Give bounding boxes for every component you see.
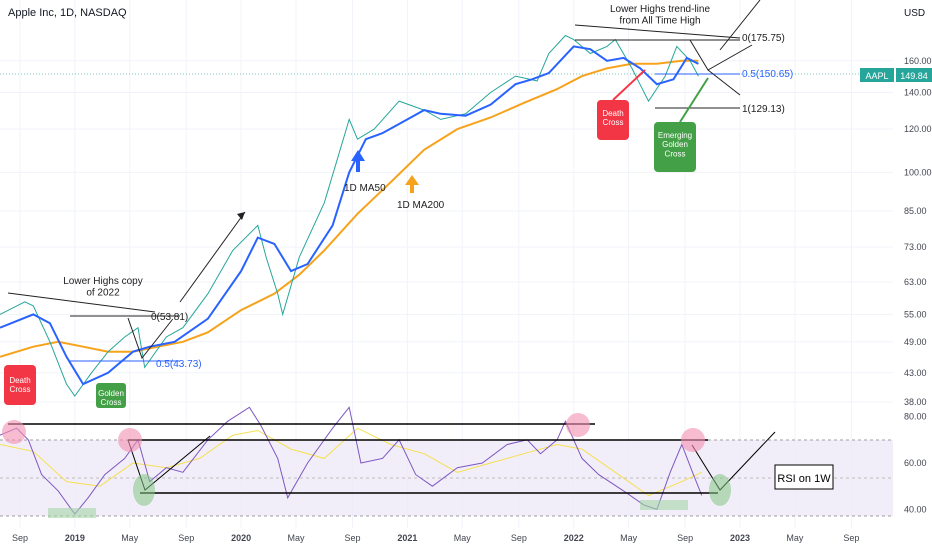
rsi-low-zone: [640, 500, 688, 510]
time-tick-label: Sep: [843, 533, 859, 543]
left-zigzag: [127, 317, 173, 360]
time-tick-label: May: [121, 533, 139, 543]
rsi-top-marker: [681, 428, 705, 452]
lower-highs-ath-label: Lower Highs trend-line from All Time High: [610, 4, 710, 27]
rsi-on-1w-label: RSI on 1W: [777, 473, 831, 485]
rsi-tick-label: 60.00: [904, 458, 927, 468]
ma200-arrow-icon: [405, 175, 419, 185]
time-tick-label: Sep: [178, 533, 194, 543]
ma50-line: [0, 45, 699, 386]
rsi-ma-line: [0, 427, 703, 497]
fib-right-1-label: 1(129.13): [742, 104, 785, 115]
rsi-bottom-marker: [709, 474, 731, 506]
ma50-arrow-icon: [351, 150, 365, 161]
fib-left-0-label: 0(53.81): [151, 312, 188, 323]
right-projection-line[interactable]: [719, 0, 761, 51]
price-tick-label: 38.00: [904, 397, 927, 407]
time-tick-label: 2023: [730, 533, 750, 543]
rsi-on-1w-box[interactable]: RSI on 1W: [774, 464, 834, 490]
price-axis-panel[interactable]: [893, 0, 932, 550]
fib-right-05-label: 0.5(150.65): [742, 69, 793, 80]
death-cross-pointer: [612, 69, 646, 101]
price-tick-label: 43.00: [904, 368, 927, 378]
time-tick-label: 2019: [65, 533, 85, 543]
ma200-line: [0, 59, 699, 358]
rsi-top-marker: [118, 428, 142, 452]
rsi-bottom-marker: [133, 474, 155, 506]
rsi-top-marker: [566, 413, 590, 437]
price-tick-label: 49.00: [904, 337, 927, 347]
right-zigzag-up[interactable]: [689, 39, 753, 71]
time-tick-label: May: [620, 533, 638, 543]
time-tick-label: May: [454, 533, 472, 543]
emerging-golden-cross-label: Emerging Golden Cross: [658, 131, 692, 158]
fib-right-0-label: 0(175.75): [742, 33, 785, 44]
ticker-symbol: AAPL: [865, 71, 888, 81]
death-cross-left-label: Death Cross: [9, 376, 30, 394]
ma50-arrow-stem: [356, 160, 360, 172]
lower-highs-2022-line[interactable]: [7, 292, 156, 313]
golden-cross-left-label: Golden Cross: [98, 389, 124, 407]
time-tick-label: Sep: [511, 533, 527, 543]
rsi-axis: 40.00 60.00 80.00: [904, 412, 927, 515]
rsi-line: [0, 406, 703, 515]
ma200-arrow-stem: [410, 185, 414, 193]
time-tick-label: 2020: [231, 533, 251, 543]
price-line: [0, 34, 699, 397]
rsi-low-zone: [48, 508, 96, 518]
rsi-tick-label: 40.00: [904, 504, 927, 514]
chart-title: Apple Inc, 1D, NASDAQ: [8, 7, 127, 19]
death-cross-right-callout[interactable]: Death Cross: [597, 100, 629, 140]
ma200-label: 1D MA200: [397, 200, 445, 211]
arrowhead: [237, 212, 245, 220]
price-tick-label: 140.00: [904, 88, 932, 98]
price-axis: 38.00 43.00 49.00 55.00 63.00 73.00 85.00 100.0…: [904, 56, 932, 407]
right-zigzag-down[interactable]: [707, 69, 741, 96]
golden-cross-pointer: [679, 77, 709, 123]
currency-label: USD: [904, 8, 925, 19]
lower-highs-2022-label: Lower Highs copy of 2022: [63, 276, 142, 299]
time-tick-label: May: [287, 533, 305, 543]
death-cross-right-label: Death Cross: [602, 109, 623, 127]
lower-highs-ath-line[interactable]: [574, 24, 741, 39]
emerging-golden-cross-callout[interactable]: Emerging Golden Cross: [654, 122, 696, 172]
price-tick-label: 85.00: [904, 206, 927, 216]
time-tick-label: May: [786, 533, 804, 543]
death-cross-left-callout[interactable]: Death Cross: [4, 365, 36, 405]
golden-cross-left-callout[interactable]: Golden Cross: [96, 383, 126, 408]
price-tick-label: 63.00: [904, 277, 927, 287]
ma50-label: 1D MA50: [344, 183, 386, 194]
time-tick-label: 2021: [397, 533, 417, 543]
ticker-tag[interactable]: AAPL 149.84: [860, 68, 932, 82]
time-tick-label: Sep: [12, 533, 28, 543]
ticker-last-price: 149.84: [900, 71, 928, 81]
time-tick-label: Sep: [345, 533, 361, 543]
rsi-tick-label: 80.00: [904, 412, 927, 422]
price-tick-label: 160.00: [904, 56, 932, 66]
left-projection-arrow[interactable]: [179, 211, 246, 303]
price-tick-label: 100.00: [904, 167, 932, 177]
time-tick-label: Sep: [677, 533, 693, 543]
price-tick-label: 73.00: [904, 242, 927, 252]
rsi-top-marker: [2, 420, 26, 444]
price-tick-label: 120.00: [904, 124, 932, 134]
time-tick-label: 2022: [564, 533, 584, 543]
time-axis[interactable]: Sep 2019 May Sep 2020 May Sep 2021 May Sep 2022 May…: [12, 533, 859, 543]
fib-left-05-label: 0.5(43.73): [156, 359, 202, 370]
price-tick-label: 55.00: [904, 309, 927, 319]
